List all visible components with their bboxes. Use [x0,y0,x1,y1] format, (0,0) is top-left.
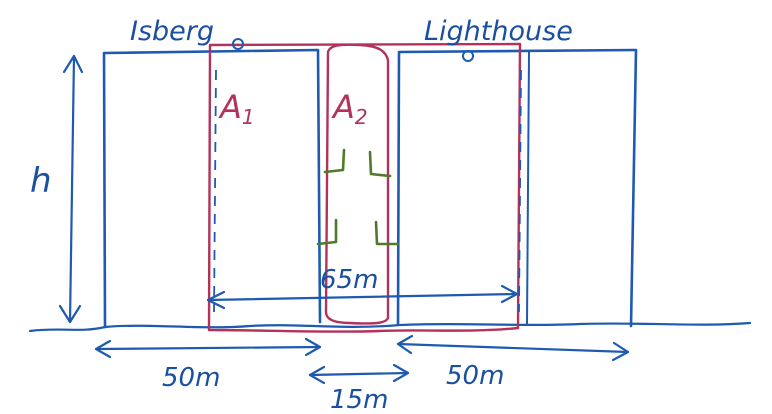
vegetation-marks [316,148,400,246]
area-2-label: A2 [331,88,368,129]
lighthouse-marker [462,50,474,62]
span-arrow-left-head [206,290,226,310]
isberg-marker [232,38,244,50]
area-2-letter: A [331,88,355,126]
left-dashed-guide [213,69,217,313]
height-label: h [30,161,52,201]
area-2-subscript: 2 [355,105,368,129]
area-1-label: A1 [218,88,255,129]
gap-15-arrow [308,371,410,377]
height-arrow-top-head [62,54,84,74]
span-65-label: 65m [320,265,378,295]
ground-line [28,321,752,333]
gap-15-arrow-right-head [392,363,410,383]
gap-15-label: 15m [330,385,388,414]
right-50-arrow [396,342,630,354]
left-50-label: 50m [162,363,220,393]
lighthouse-divider [526,51,530,325]
gap-15-arrow-left-head [308,365,326,385]
span-arrow-right-head [500,284,519,304]
height-arrow [68,54,76,324]
left-50-arrow [94,345,322,351]
right-50-arrow-right-head [611,341,630,362]
isberg-label: Isberg [130,16,214,47]
height-arrow-bottom-head [58,304,82,324]
area-2-outline [324,43,390,325]
left-50-arrow-right-head [304,337,322,357]
isberg-building [102,48,322,329]
lighthouse-label: Lighthouse [424,16,573,47]
left-50-arrow-left-head [94,339,112,359]
area-1-subscript: 1 [242,105,255,129]
area-1-letter: A [218,88,242,126]
span-arrow [206,292,519,302]
right-50-label: 50m [446,361,504,391]
combined-area-outline [207,42,522,333]
right-50-arrow-left-head [396,334,414,355]
lighthouse-building [396,48,638,328]
right-dashed-guide [518,69,522,313]
